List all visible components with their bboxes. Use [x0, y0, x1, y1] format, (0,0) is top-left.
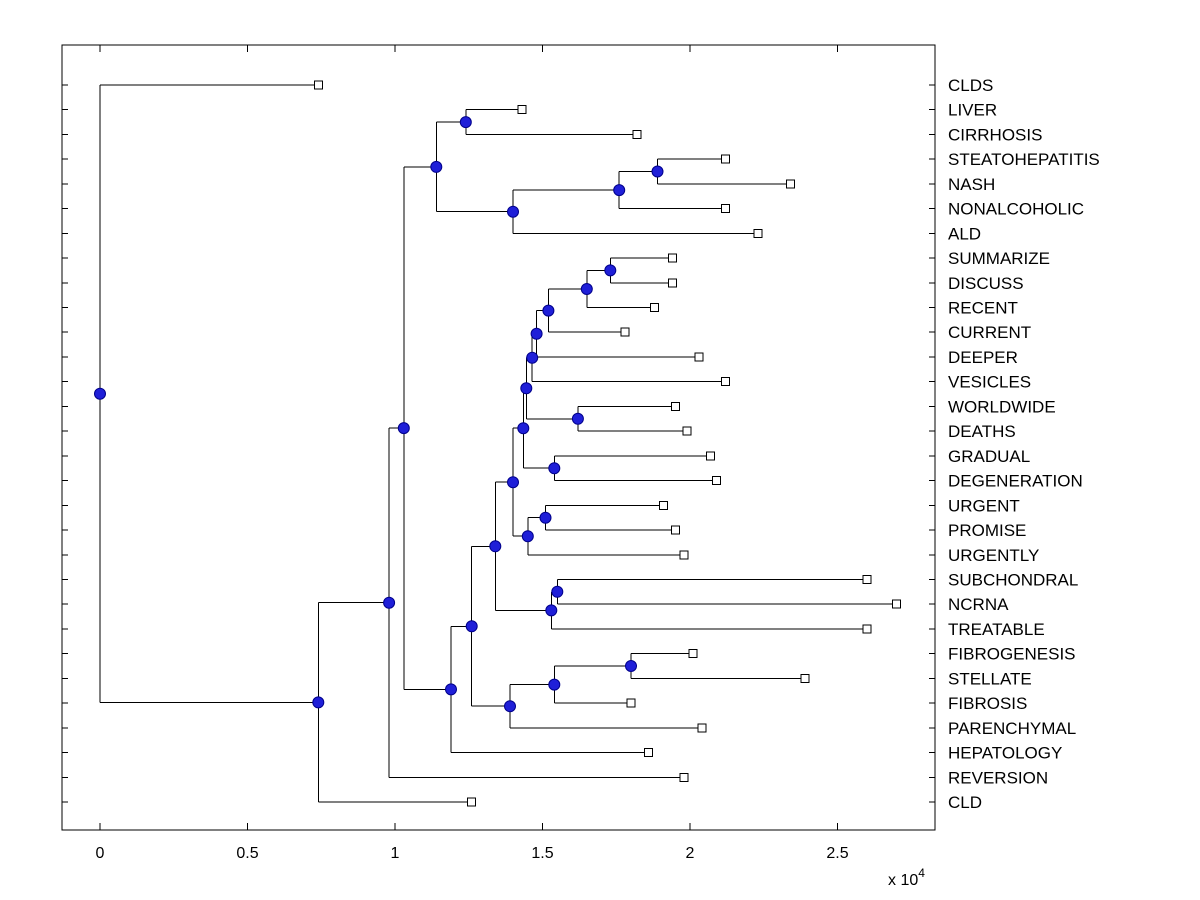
leaf-label[interactable]: URGENT	[948, 496, 1020, 515]
internal-node-marker[interactable]	[651, 165, 664, 178]
leaf-marker[interactable]	[670, 525, 680, 535]
internal-node-marker[interactable]	[383, 596, 396, 609]
leaf-label[interactable]: CLD	[948, 793, 982, 812]
leaf-marker[interactable]	[632, 129, 642, 139]
leaf-label[interactable]: FIBROSIS	[948, 694, 1027, 713]
internal-node-marker[interactable]	[545, 604, 558, 617]
leaf-marker[interactable]	[620, 327, 630, 337]
leaf-label[interactable]: ALD	[948, 224, 981, 243]
leaf-label[interactable]: STEATOHEPATITIS	[948, 150, 1100, 169]
leaf-label[interactable]: STELLATE	[948, 669, 1032, 688]
internal-node-marker[interactable]	[94, 387, 106, 400]
internal-node-marker[interactable]	[430, 160, 443, 173]
leaf-label[interactable]: VESICLES	[948, 373, 1031, 392]
internal-node-marker[interactable]	[530, 327, 543, 340]
leaf-marker[interactable]	[658, 500, 668, 510]
leaf-marker[interactable]	[670, 401, 680, 411]
leaf-label[interactable]: GRADUAL	[948, 447, 1030, 466]
leaf-marker[interactable]	[720, 377, 730, 387]
leaf-marker[interactable]	[667, 253, 677, 263]
x-tick-label: 0.5	[236, 845, 258, 862]
leaf-label[interactable]: PARENCHYMAL	[948, 719, 1076, 738]
internal-node-marker[interactable]	[517, 422, 530, 435]
leaf-label[interactable]: TREATABLE	[948, 620, 1045, 639]
leaf-marker[interactable]	[720, 154, 730, 164]
internal-node-marker[interactable]	[539, 511, 552, 524]
x-tick-label: 2.5	[826, 845, 848, 862]
leaf-label[interactable]: HEPATOLOGY	[948, 744, 1062, 763]
internal-node-marker[interactable]	[504, 700, 516, 713]
x-tick-label: 1	[391, 845, 400, 862]
leaf-label[interactable]: NCRNA	[948, 595, 1009, 614]
leaf-label[interactable]: REVERSION	[948, 768, 1048, 787]
leaf-label[interactable]: SUBCHONDRAL	[948, 571, 1078, 590]
leaf-marker[interactable]	[467, 797, 477, 807]
leaf-marker[interactable]	[753, 228, 763, 238]
internal-node-marker[interactable]	[397, 422, 410, 435]
leaf-marker[interactable]	[626, 698, 636, 708]
leaf-marker[interactable]	[697, 723, 707, 733]
internal-node-marker[interactable]	[445, 683, 457, 696]
leaf-marker[interactable]	[688, 649, 698, 659]
internal-node-marker[interactable]	[548, 462, 561, 475]
leaf-label[interactable]: SUMMARIZE	[948, 249, 1050, 268]
leaf-label[interactable]: PROMISE	[948, 521, 1026, 540]
x-axis-multiplier-label: x 104	[888, 866, 925, 889]
leaf-label[interactable]: DEATHS	[948, 422, 1016, 441]
leaf-marker[interactable]	[712, 476, 721, 486]
leaf-label[interactable]: DISCUSS	[948, 274, 1024, 293]
leaf-marker[interactable]	[667, 278, 677, 288]
leaf-label[interactable]: CIRRHOSIS	[948, 125, 1042, 144]
leaf-label[interactable]: CURRENT	[948, 323, 1031, 342]
internal-node-marker[interactable]	[521, 530, 534, 543]
internal-node-marker[interactable]	[489, 540, 502, 553]
internal-node-marker[interactable]	[613, 184, 626, 197]
leaf-label[interactable]: NONALCOHOLIC	[948, 200, 1084, 219]
leaf-marker[interactable]	[720, 204, 730, 214]
internal-node-marker[interactable]	[542, 304, 555, 317]
leaf-marker[interactable]	[313, 80, 323, 90]
internal-node-marker[interactable]	[507, 205, 519, 218]
x-tick-label: 2	[686, 845, 695, 862]
leaf-marker[interactable]	[706, 451, 716, 461]
leaf-marker[interactable]	[517, 105, 527, 115]
leaf-marker[interactable]	[650, 303, 660, 312]
leaf-marker[interactable]	[679, 550, 689, 560]
internal-node-marker[interactable]	[526, 351, 539, 364]
internal-node-marker[interactable]	[459, 116, 472, 129]
internal-node-marker[interactable]	[507, 476, 519, 489]
internal-node-marker[interactable]	[580, 283, 593, 295]
axis-box	[61, 44, 936, 831]
leaf-label[interactable]: DEGENERATION	[948, 472, 1083, 491]
internal-node-marker[interactable]	[604, 264, 617, 277]
internal-node-marker[interactable]	[548, 678, 561, 691]
leaf-label[interactable]: DEEPER	[948, 348, 1018, 367]
leaf-marker[interactable]	[892, 599, 901, 609]
leaf-label[interactable]: NASH	[948, 175, 995, 194]
leaf-marker[interactable]	[679, 772, 689, 782]
leaf-marker[interactable]	[694, 352, 704, 362]
leaf-marker[interactable]	[644, 748, 654, 758]
internal-node-marker[interactable]	[312, 696, 325, 709]
x-tick-label: 1.5	[531, 845, 553, 862]
leaf-label[interactable]: CLDS	[948, 76, 993, 95]
leaf-label[interactable]: WORLDWIDE	[948, 397, 1056, 416]
leaf-label[interactable]: URGENTLY	[948, 546, 1039, 565]
leaf-label[interactable]: FIBROGENESIS	[948, 645, 1076, 664]
internal-node-marker[interactable]	[520, 382, 533, 395]
leaf-marker[interactable]	[800, 673, 810, 683]
leaf-label[interactable]: LIVER	[948, 101, 997, 120]
leaf-label[interactable]: RECENT	[948, 299, 1018, 318]
leaf-marker[interactable]	[862, 575, 872, 584]
leaf-marker[interactable]	[682, 426, 692, 436]
internal-node-marker[interactable]	[625, 660, 637, 672]
leaf-marker[interactable]	[862, 624, 872, 634]
x-tick-label: 0	[96, 845, 105, 862]
internal-node-marker[interactable]	[571, 412, 584, 425]
internal-node-marker[interactable]	[465, 620, 478, 633]
internal-node-marker[interactable]	[551, 585, 564, 598]
leaf-marker[interactable]	[785, 179, 795, 189]
